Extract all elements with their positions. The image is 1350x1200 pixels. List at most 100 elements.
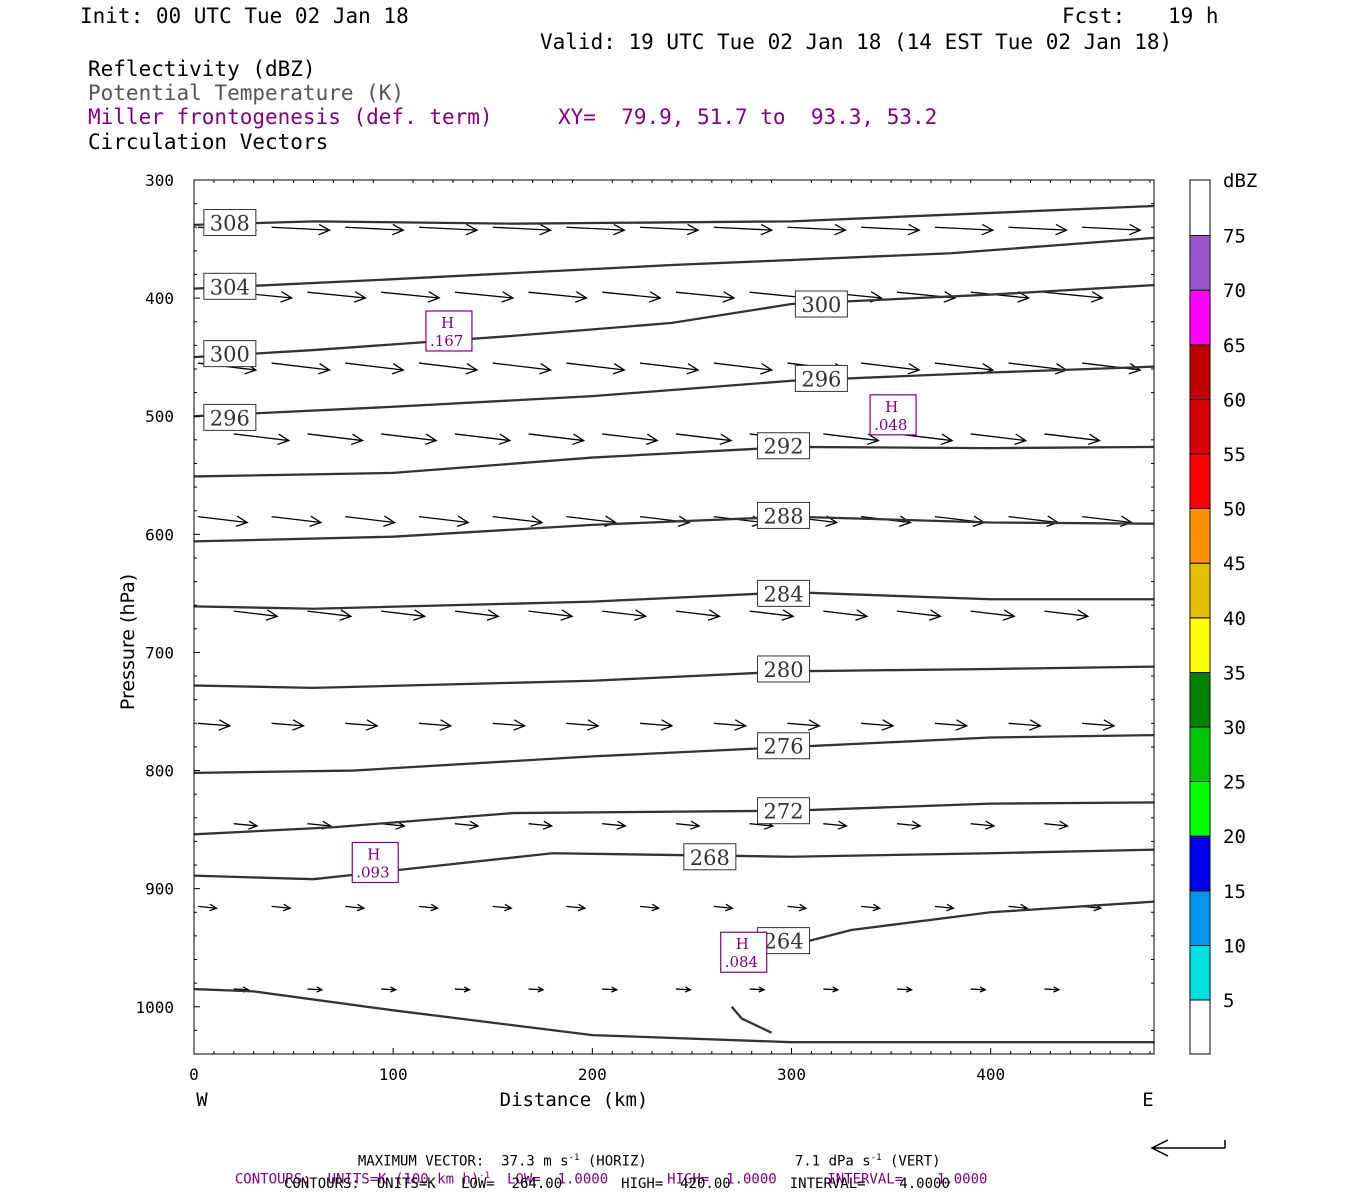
vert-vector-text: 7.1 dPa s-1 (VERT) <box>778 1140 941 1169</box>
theta-contour-label: 296 <box>794 364 848 392</box>
x-tick-label: 200 <box>578 1065 607 1084</box>
circulation-vector <box>823 986 840 993</box>
colorbar-label: 60 <box>1223 389 1246 411</box>
circulation-vector <box>307 433 365 446</box>
y-tick-label: 900 <box>145 880 174 899</box>
circulation-vector <box>640 719 674 731</box>
theta-contour-line <box>193 848 1155 881</box>
colorbar-swatch <box>1189 617 1211 673</box>
circulation-vector <box>381 986 398 993</box>
circulation-vector <box>381 609 427 621</box>
svg-text:264: 264 <box>763 930 803 954</box>
svg-text:300: 300 <box>210 343 250 367</box>
theta-contour-line <box>730 1006 773 1034</box>
colorbar-swatch <box>1189 398 1211 455</box>
circulation-vector <box>566 719 600 731</box>
circulation-vector <box>345 362 405 375</box>
circulation-vector <box>454 609 500 621</box>
x-tick-label: 100 <box>379 1065 408 1084</box>
x-axis-title: Distance (km) <box>500 1089 649 1111</box>
circulation-vector <box>1008 223 1069 236</box>
circulation-vector <box>639 362 700 375</box>
field-reflectivity: Reflectivity (dBZ) <box>88 57 316 81</box>
circulation-vector <box>1044 433 1101 446</box>
circulation-vector <box>823 609 869 621</box>
theta-contour-label: 308 <box>203 209 257 237</box>
theta-contour-label: 304 <box>203 272 257 300</box>
circulation-vector <box>896 609 942 621</box>
valid-time: Valid: 19 UTC Tue 02 Jan 18 (14 EST Tue … <box>540 30 1173 54</box>
circulation-vector <box>1044 609 1090 621</box>
circulation-vector <box>713 362 774 375</box>
colorbar-label: 5 <box>1223 990 1234 1012</box>
theta-contour-line <box>193 801 1155 836</box>
circulation-vector <box>307 986 324 993</box>
circulation-vector <box>271 903 292 912</box>
svg-text:296: 296 <box>210 406 250 430</box>
circulation-vector <box>602 609 648 621</box>
colorbar-swatch <box>1189 890 1211 946</box>
theta-contour-line <box>193 665 1155 690</box>
circulation-vector <box>233 820 259 830</box>
circulation-vector <box>787 223 847 236</box>
west-label: W <box>196 1089 208 1111</box>
circulation-vector <box>823 820 848 830</box>
forecast-label: Fcst: <box>1062 4 1126 28</box>
colorbar-label: 35 <box>1223 662 1246 684</box>
max-vector-horiz: (HORIZ) <box>579 1153 647 1170</box>
circulation-vector <box>528 291 589 303</box>
svg-text:272: 272 <box>763 800 803 824</box>
circulation-vector <box>1044 820 1070 830</box>
circulation-vector <box>1082 515 1134 528</box>
dbz-colorbar: 5 10 15 20 25 30 35 40 45 50 55 60 65 70 75 dBZ <box>1189 170 1257 1055</box>
theta-contours <box>193 204 1155 1044</box>
field-miller: Miller frontogenesis (def. term) <box>88 105 493 129</box>
circulation-vector <box>528 986 545 993</box>
theta-contour-label: 288 <box>757 501 811 529</box>
theta-contour-label: 268 <box>683 843 737 871</box>
colorbar-label: 30 <box>1223 717 1246 739</box>
contours-fg-range: LOW= 1.0000 HIGH= 1.0000 INTERVAL= 1.000… <box>490 1171 988 1188</box>
theta-contour-label: 284 <box>757 579 811 607</box>
circulation-vector <box>233 609 279 621</box>
axes: 300 400 500 600 700 800 900 1000 0 100 200 300 400 Di… <box>117 171 1154 1111</box>
colorbar-label: 10 <box>1223 935 1246 957</box>
circulation-vector <box>454 986 471 993</box>
contours-theta: CONTOURS: UNITS=K LOW= 264.00 HIGH= 420.… <box>284 1176 950 1192</box>
x-tick-label: 0 <box>189 1065 199 1084</box>
theta-contour-line <box>193 204 1155 227</box>
colorbar-swatch <box>1189 235 1211 291</box>
circulation-vector <box>861 515 912 528</box>
svg-text:.167: .167 <box>430 332 463 350</box>
circulation-vector <box>934 223 995 236</box>
frontogenesis-max: H.093 <box>351 841 399 884</box>
frontogenesis-max: H.048 <box>869 394 917 436</box>
circulation-vector <box>528 820 554 830</box>
svg-text:288: 288 <box>763 504 803 528</box>
circulation-vector <box>492 223 553 236</box>
circulation-vector <box>602 986 619 993</box>
colorbar-swatch <box>1189 453 1211 509</box>
y-tick-label: 700 <box>145 643 174 662</box>
circulation-vector <box>640 223 700 236</box>
init-time: Init: 00 UTC Tue 02 Jan 18 <box>80 4 409 28</box>
svg-text:H: H <box>441 314 454 332</box>
svg-text:276: 276 <box>763 735 803 759</box>
svg-text:284: 284 <box>763 582 803 606</box>
circulation-vector <box>896 433 954 446</box>
colorbar-swatch <box>1189 945 1211 1001</box>
vert-vector-label: (VERT) <box>881 1153 941 1170</box>
circulation-vector <box>381 433 438 446</box>
circulation-vector <box>1044 986 1061 993</box>
circulation-vector <box>418 903 440 912</box>
theta-contour-line <box>193 445 1155 478</box>
circulation-vector <box>970 986 987 993</box>
circulation-vector <box>713 223 774 236</box>
circulation-vector <box>197 515 249 528</box>
colorbar-swatch <box>1189 726 1211 782</box>
vert-vector-exp: -1 <box>870 1153 882 1163</box>
contours-frontogenesis: CONTOURS: UNITS=K (100 km h)-1 LOW= 1.00… <box>218 1158 988 1188</box>
circulation-vector <box>418 223 479 236</box>
colorbar-label: 25 <box>1223 772 1246 794</box>
